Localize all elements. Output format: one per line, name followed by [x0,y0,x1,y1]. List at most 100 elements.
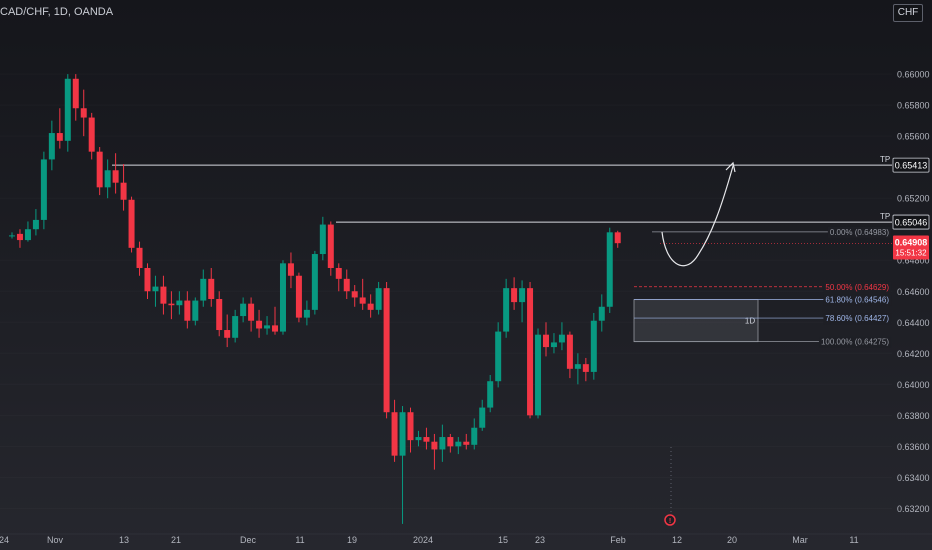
candle-body [279,263,286,332]
candle-body [327,224,334,268]
candle-body [335,267,342,279]
candle-body [24,229,31,241]
x-tick-label: 11 [849,535,858,545]
candle-body [104,170,111,188]
candle-body [391,412,398,456]
x-tick-label: Feb [610,535,626,545]
candle-body [128,199,135,248]
fib-label-bg [823,313,892,325]
candle-body [168,303,175,306]
candle-body [112,170,119,183]
candle-body [471,427,478,445]
x-tick-label: Dec [240,535,257,545]
candle-body [287,263,294,276]
fib-label-bg [818,336,892,348]
candle-body [511,288,518,303]
fibonacci-retracement[interactable]: 0.00% (0.64983) 50.00% (0.64629) 61.80% (0… [634,226,892,348]
x-tick-label: 15 [498,535,508,545]
price-axis[interactable]: 0.66000 0.65800 0.65600 0.65200 0.64800 0.646… [897,70,930,514]
candle-body [160,286,167,304]
candle-body [200,278,207,301]
zone-box[interactable] [633,299,759,343]
fib-level-label: 78.60% (0.64427) [825,314,889,323]
candle-body [463,441,470,445]
candle-body [311,254,318,310]
candles [9,74,621,524]
candle-body [144,267,151,292]
time-axis[interactable]: 24 Nov 13 21 Dec 11 19 2024 15 23 Feb 12 20 Mar 11 [0,533,932,545]
candle-body [303,309,310,318]
y-tick-label: 0.64600 [897,287,930,297]
x-tick-label: 19 [347,535,357,545]
candle-body [176,300,183,306]
candle-body [407,412,414,441]
candle-body [96,151,103,188]
candle-body [64,78,71,141]
projection-arrowhead [725,161,736,173]
candle-body [264,325,271,329]
y-tick-label: 0.63600 [897,442,930,452]
projection-arrows: ! [661,161,736,526]
projection-path [661,165,734,267]
candle-body [224,330,231,338]
y-tick-label: 0.64400 [897,318,930,328]
candle-body [614,232,621,244]
candle-body [120,182,127,200]
tp-label: TP [880,212,890,221]
candle-body [503,288,510,332]
candle-body [574,364,581,369]
x-tick-label: 21 [171,535,181,545]
candle-body [272,325,279,332]
candle-body [455,441,462,447]
candle-body [240,303,247,317]
y-tick-label: 0.66000 [897,70,930,80]
y-tick-label: 0.65800 [897,101,930,111]
candle-body [56,133,63,141]
candle-body [439,437,446,450]
y-tick-label: 0.65200 [897,194,930,204]
candle-body [16,233,23,241]
tp-price-tag-text: 0.65413 [895,161,928,171]
tp-price-tag [892,157,930,173]
fib-level-label: 100.00% (0.64275) [821,338,889,347]
candle-body [590,320,597,372]
candle-body [48,133,55,160]
y-tick-label: 0.63200 [897,504,930,514]
y-tick-label: 0.64800 [897,256,930,266]
candle-body [192,300,199,321]
fib-label-bg [823,281,892,293]
event-marker-label: ! [669,518,671,525]
candle-body [88,117,95,152]
fib-level-label: 61.80% (0.64546) [825,296,889,305]
grid-lines [0,74,892,508]
fib-label-bg [823,294,892,306]
demand-zone[interactable]: 1D [633,299,759,343]
candle-body [447,437,454,447]
candle-body [184,300,191,321]
candle-body [582,364,589,372]
candle-body [542,334,549,348]
candle-body [383,288,390,413]
candle-body [9,235,15,237]
last-price-text: 0.64908 [895,237,928,247]
x-tick-label: 11 [295,535,304,545]
candle-body [423,437,430,442]
y-tick-label: 0.63800 [897,411,930,421]
candle-body [351,291,358,298]
x-tick-label: 23 [535,535,545,545]
candle-body [495,331,502,382]
candle-body [375,288,382,310]
currency-button[interactable]: CHF [893,4,923,22]
candle-body [527,288,534,416]
candle-body [479,407,486,428]
event-marker-icon[interactable] [664,514,676,526]
symbol-title[interactable]: CAD/CHF, 1D, OANDA [0,6,114,18]
candle-body [216,299,223,331]
tp-levels: TP TP [112,155,892,223]
candle-body [72,78,79,109]
candle-body [550,342,557,348]
fib-label-bg [827,226,892,238]
